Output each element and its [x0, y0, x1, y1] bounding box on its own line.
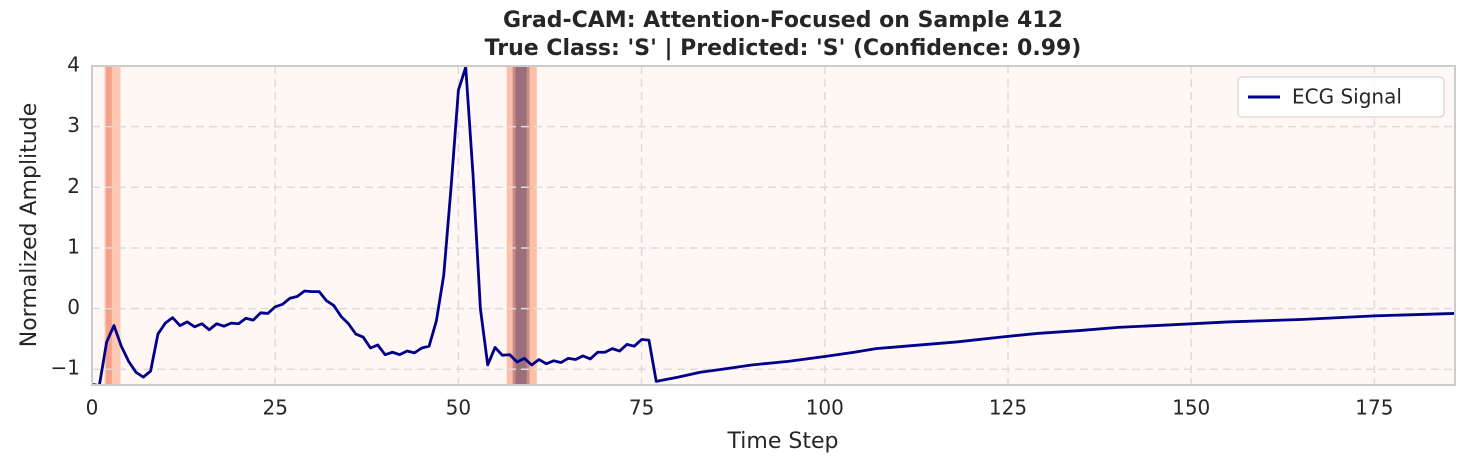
y-tick-label: 4	[67, 53, 80, 77]
legend-box	[1237, 76, 1445, 118]
x-tick-label: 50	[446, 396, 471, 420]
x-tick-label: 25	[262, 396, 287, 420]
x-tick-label: 0	[86, 396, 99, 420]
line-series	[92, 66, 1455, 385]
x-axis-label: Time Step	[727, 429, 839, 454]
attention-band	[515, 66, 527, 385]
chart-subtitle: True Class: 'S' | Predicted: 'S' (Confid…	[485, 36, 1082, 61]
legend-label: ECG Signal	[1292, 85, 1402, 109]
chart-title: Grad-CAM: Attention-Focused on Sample 41…	[503, 8, 1063, 33]
y-axis-label: Normalized Amplitude	[17, 103, 42, 348]
x-tick-label: 100	[806, 396, 844, 420]
x-tick-label: 175	[1355, 396, 1393, 420]
x-tick-label: 75	[629, 396, 654, 420]
y-tick-label: −1	[51, 356, 80, 380]
y-tick-label: 0	[67, 295, 80, 319]
y-tick-label: 1	[67, 234, 80, 258]
x-tick-label: 150	[1172, 396, 1210, 420]
y-tick-label: 2	[67, 174, 80, 198]
plot-frame	[91, 65, 1456, 386]
y-tick-label: 3	[67, 113, 80, 137]
x-tick-label: 125	[989, 396, 1027, 420]
attention-band	[105, 66, 112, 385]
plot-background	[92, 66, 1455, 385]
